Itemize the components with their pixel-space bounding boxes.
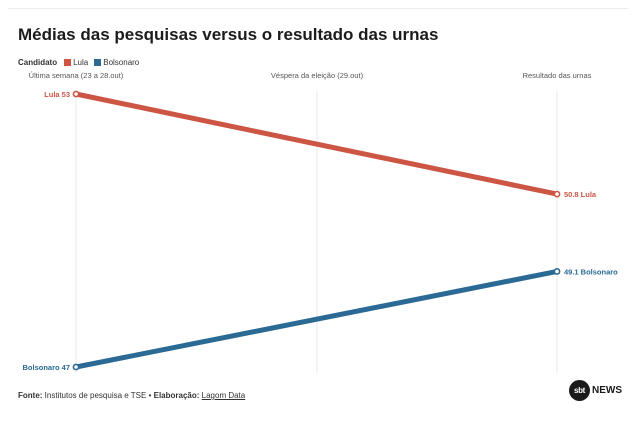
series-line-bolsonaro: [73, 268, 560, 370]
credit-link[interactable]: Lagom Data: [201, 391, 246, 400]
source-text: Institutos de pesquisa e TSE •: [42, 391, 154, 400]
line-chart: Última semana (23 a 28.out) Véspera da el…: [22, 71, 618, 373]
point-lula-start: [72, 90, 80, 98]
legend-item-bolsonaro[interactable]: Bolsonaro: [94, 58, 139, 67]
chart-title: Médias das pesquisas versus o resultado …: [18, 25, 439, 44]
legend-text-lula: Lula: [73, 58, 89, 67]
chart-card: Médias das pesquisas versus o resultado …: [8, 8, 628, 423]
legend-item-lula[interactable]: Lula: [64, 58, 88, 67]
sbt-news-logo: sbt NEWS: [569, 380, 622, 401]
legend: Candidato Lula Bolsonaro: [18, 58, 141, 67]
news-wordmark: NEWS: [592, 385, 622, 396]
data-label-bolsonaro-start: Bolsonaro 47: [22, 363, 70, 372]
legend-swatch-lula: [64, 59, 72, 66]
credit-label: Elaboração:: [153, 391, 200, 400]
point-bolsonaro-end: [553, 268, 561, 275]
point-bolsonaro-start: [72, 363, 80, 371]
data-label-lula-end: 50.8 Lula: [564, 190, 597, 199]
sbt-logo-mark: sbt: [569, 380, 590, 401]
data-label-bolsonaro-end: 49.1 Bolsonaro: [564, 267, 618, 276]
category-label-0: Última semana (23 a 28.out): [29, 71, 124, 80]
category-label-2: Resultado das urnas: [523, 71, 592, 80]
data-label-lula-start: Lula 53: [44, 90, 70, 99]
footer-source: Fonte: Institutos de pesquisa e TSE • El…: [18, 391, 245, 400]
category-label-1: Véspera da eleição (29.out): [271, 71, 364, 80]
series-line-lula: [73, 91, 560, 197]
legend-label: Candidato: [18, 58, 58, 67]
point-lula-end: [553, 190, 561, 198]
legend-swatch-bolsonaro: [94, 59, 102, 66]
source-label: Fonte:: [18, 391, 43, 400]
legend-text-bolsonaro: Bolsonaro: [103, 58, 140, 67]
